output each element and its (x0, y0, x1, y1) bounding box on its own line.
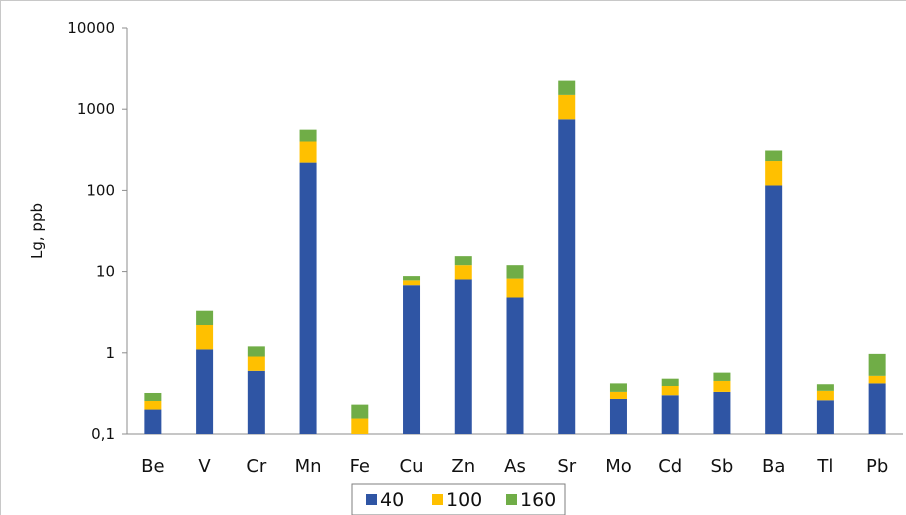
x-tick-label: Mo (605, 456, 632, 477)
legend-swatch-100 (432, 494, 443, 505)
x-tick-label: Cd (658, 456, 682, 477)
bar-sr-series-40 (558, 119, 576, 434)
bar-be-series-160 (144, 392, 162, 401)
bar-tl-series-100 (816, 390, 834, 401)
x-tick-label: Mn (295, 456, 322, 477)
legend: 40 100 160 (351, 483, 566, 515)
bar-mn-series-100 (299, 141, 317, 163)
bar-cr-series-160 (247, 346, 265, 357)
bar-ba-series-40 (765, 185, 783, 434)
bar-v-series-40 (196, 349, 214, 434)
legend-label-40: 40 (380, 489, 404, 511)
bar-cd-series-40 (661, 395, 679, 434)
x-tick-labels: Be V Cr Mn Fe Cu Zn As Sr Mo Cd Sb Ba Tl Pb (141, 456, 888, 477)
legend-label-100: 100 (446, 489, 482, 511)
legend-box (351, 483, 566, 515)
bar-pb-series-100 (868, 375, 886, 384)
bar-sb-series-40 (713, 391, 731, 434)
x-tick-label: V (198, 456, 211, 477)
bar-sr-series-160 (558, 80, 576, 95)
x-tick-label: Tl (816, 456, 833, 477)
bar-cr-series-40 (247, 370, 265, 434)
x-tick-label: Sb (711, 456, 734, 477)
legend-swatch-160 (506, 494, 517, 505)
bar-sr-series-100 (558, 94, 576, 120)
bar-mn-series-40 (299, 162, 317, 434)
bar-mn-series-160 (299, 129, 317, 142)
bar-be-series-100 (144, 400, 162, 410)
bar-cu-series-40 (403, 285, 421, 434)
y-tick-label: 0,1 (91, 425, 115, 443)
bar-fe-series-160 (351, 404, 369, 419)
bar-cd-series-160 (661, 378, 679, 387)
bar-tl-series-160 (816, 384, 834, 391)
y-axis-label: Lg, ppb (28, 203, 46, 259)
x-tick-label: Pb (866, 456, 888, 477)
bar-as-series-160 (506, 265, 524, 279)
bar-zn-series-40 (454, 279, 472, 434)
bar-mo-series-40 (609, 398, 627, 434)
x-tick-label: Zn (451, 456, 475, 477)
bar-as-series-40 (506, 297, 524, 434)
bar-zn-series-100 (454, 265, 472, 280)
y-tick-label: 1 (105, 344, 115, 362)
x-tick-label: Cu (400, 456, 424, 477)
x-tick-label: Cr (246, 456, 267, 477)
bar-cu-series-100 (403, 280, 421, 286)
bar-v-series-100 (196, 324, 214, 350)
y-tick-label: 100 (86, 181, 115, 199)
bar-sb-series-160 (713, 372, 731, 381)
y-tick-label: 10000 (67, 19, 115, 37)
bar-v-series-160 (196, 310, 214, 325)
bar-be-series-40 (144, 409, 162, 434)
bar-pb-series-40 (868, 383, 886, 434)
bar-fe-series-100 (351, 418, 369, 434)
bars (144, 80, 886, 434)
bar-zn-series-160 (454, 256, 472, 266)
bar-mo-series-160 (609, 383, 627, 392)
x-tick-label: Be (141, 456, 164, 477)
bar-tl-series-40 (816, 400, 834, 434)
bar-sb-series-100 (713, 380, 731, 392)
bar-as-series-100 (506, 278, 524, 298)
bar-pb-series-160 (868, 353, 886, 376)
x-tick-label: As (504, 456, 526, 477)
bar-ba-series-100 (765, 161, 783, 186)
bar-ba-series-160 (765, 150, 783, 162)
bar-mo-series-100 (609, 391, 627, 399)
y-tick-label: 10 (96, 263, 115, 281)
legend-label-160: 160 (520, 489, 556, 511)
bar-cd-series-100 (661, 386, 679, 396)
x-tick-label: Fe (350, 456, 370, 477)
bar-cr-series-100 (247, 356, 265, 371)
legend-swatch-40 (366, 494, 377, 505)
y-ticks: 0,1 1 10 100 1000 10000 (67, 19, 127, 443)
bar-cu-series-160 (403, 276, 421, 281)
x-tick-label: Sr (557, 456, 576, 477)
y-tick-label: 1000 (77, 100, 115, 118)
x-tick-label: Ba (762, 456, 785, 477)
